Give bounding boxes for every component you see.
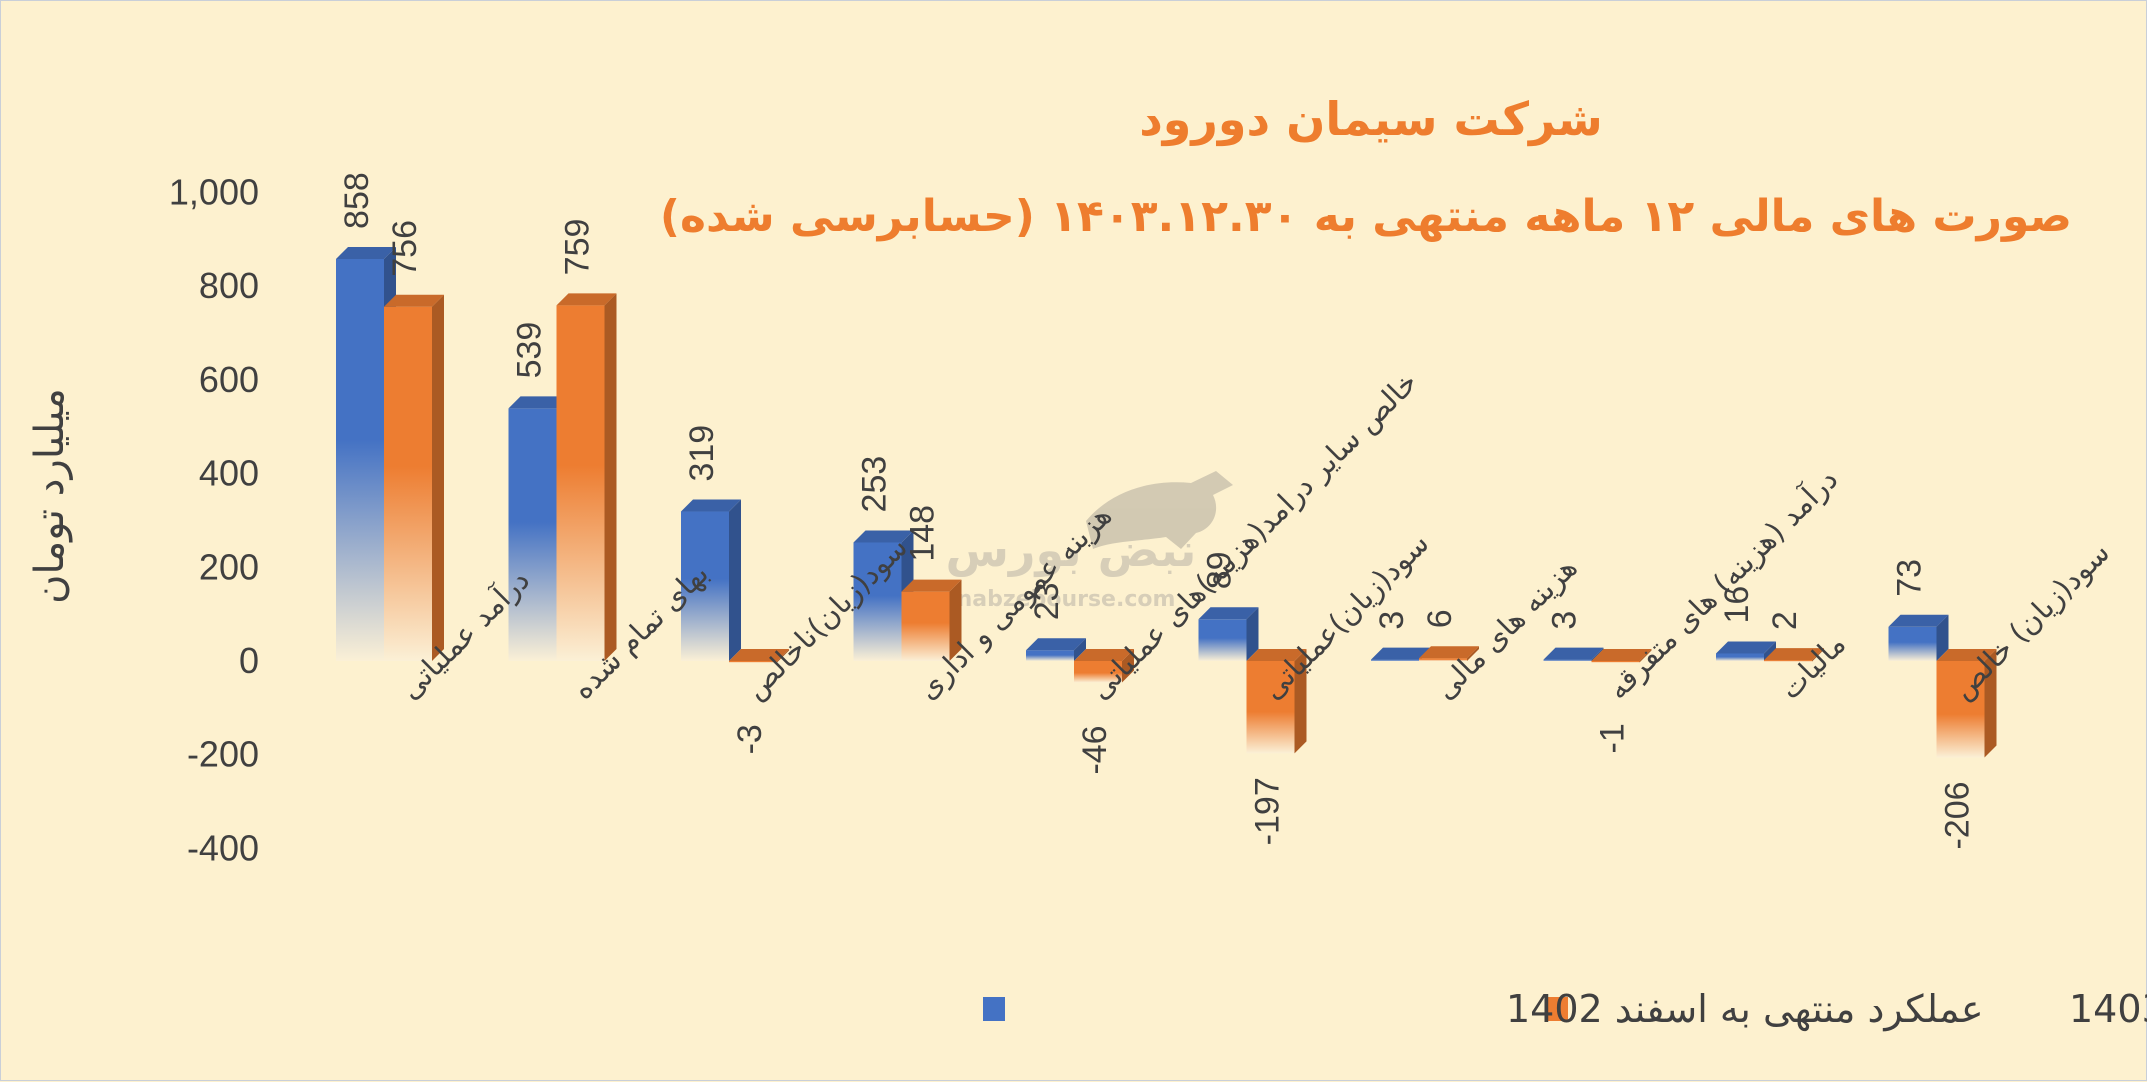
y-tick-label: -400: [187, 827, 259, 868]
bull-logo-icon: [1086, 471, 1233, 549]
bar-1403-other-operating-income: [1074, 649, 1134, 683]
data-label: 539: [511, 322, 549, 379]
legend: عملکرد منتهی به اسفند 1403 عملکرد منتهی …: [983, 987, 2147, 1032]
bar-1402-operating-profit: [1198, 607, 1259, 661]
data-label: 16: [1718, 586, 1756, 624]
watermark-site: nabzebourse.com: [957, 587, 1176, 612]
data-label: 319: [683, 425, 721, 482]
data-label: -1: [1594, 723, 1632, 753]
chart-title: شرکت سیمان دورود: [1139, 92, 1603, 146]
legend-swatch-1402: [983, 997, 1005, 1021]
bar-1402-other-income: [1543, 647, 1604, 662]
bar-1403-finance-cost: [1419, 646, 1479, 661]
y-tick-label: 1,000: [169, 171, 259, 212]
bar-1402-net-profit: [1888, 614, 1949, 661]
data-label: 73: [1891, 559, 1929, 597]
y-axis-ticks: 1,000 800 600 400 200 0 -200 -400: [169, 171, 259, 868]
data-label: 759: [559, 219, 597, 276]
data-label: 858: [338, 172, 376, 229]
data-label: 756: [386, 220, 424, 277]
bar-1403-cost-of-sales: [556, 293, 617, 661]
data-label: 253: [856, 456, 894, 513]
legend-swatch-1403: [1546, 997, 1568, 1021]
bar-1403-general-admin-expense: [901, 579, 962, 661]
data-label: 3: [1546, 611, 1584, 630]
bar-1403-operating-profit: [1246, 649, 1307, 754]
legend-label-1402: عملکرد منتهی به اسفند 1402: [1506, 987, 1984, 1032]
bar-1402-other-operating-income: [1026, 638, 1086, 661]
y-tick-label: 0: [239, 640, 259, 681]
category-label-tax: مالیات: [1773, 627, 1852, 706]
y-tick-label: 400: [199, 453, 259, 494]
data-label: -3: [731, 724, 769, 754]
category-label-net-profit: سود(زیان) خالص: [1945, 535, 2116, 706]
data-label: -206: [1939, 781, 1977, 849]
bars-layer: [336, 246, 1997, 758]
watermark: نبض بورس nabzebourse.com: [946, 471, 1233, 612]
data-label: 89: [1201, 551, 1239, 589]
bar-1402-tax: [1716, 641, 1776, 661]
bar-1403-operating-revenue: [384, 294, 444, 661]
data-label: 2: [1766, 611, 1804, 630]
bar-1402-general-admin-expense: [853, 530, 914, 661]
watermark-brand: نبض بورس: [946, 523, 1197, 577]
data-label: 6: [1421, 609, 1459, 628]
data-label: -46: [1076, 725, 1114, 774]
data-label: 23: [1028, 582, 1066, 620]
data-label: 148: [904, 505, 942, 562]
y-tick-label: -200: [187, 734, 259, 775]
y-tick-label: 200: [199, 546, 259, 587]
bar-1403-tax: [1764, 648, 1824, 662]
data-label: 3: [1373, 611, 1411, 630]
y-tick-label: 600: [199, 359, 259, 400]
legend-label-1403: عملکرد منتهی به اسفند 1403: [2069, 987, 2147, 1032]
bar-1403-net-profit: [1936, 649, 1997, 758]
data-label: -197: [1249, 777, 1287, 845]
bar-1403-gross-profit: [729, 649, 789, 663]
bar-1402-gross-profit: [681, 499, 741, 661]
y-axis-label: میلیارد تومان: [27, 388, 73, 604]
bar-1403-other-income: [1591, 649, 1652, 663]
chart-subtitle: صورت های مالی ۱۲ ماهه منتهی به ۱۴۰۳.۱۲.۳…: [660, 191, 2072, 242]
y-tick-label: 800: [199, 265, 259, 306]
